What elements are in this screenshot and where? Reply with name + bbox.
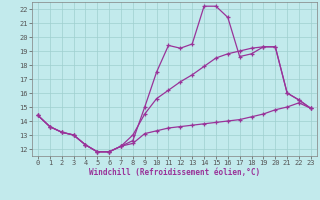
X-axis label: Windchill (Refroidissement éolien,°C): Windchill (Refroidissement éolien,°C) <box>89 168 260 177</box>
